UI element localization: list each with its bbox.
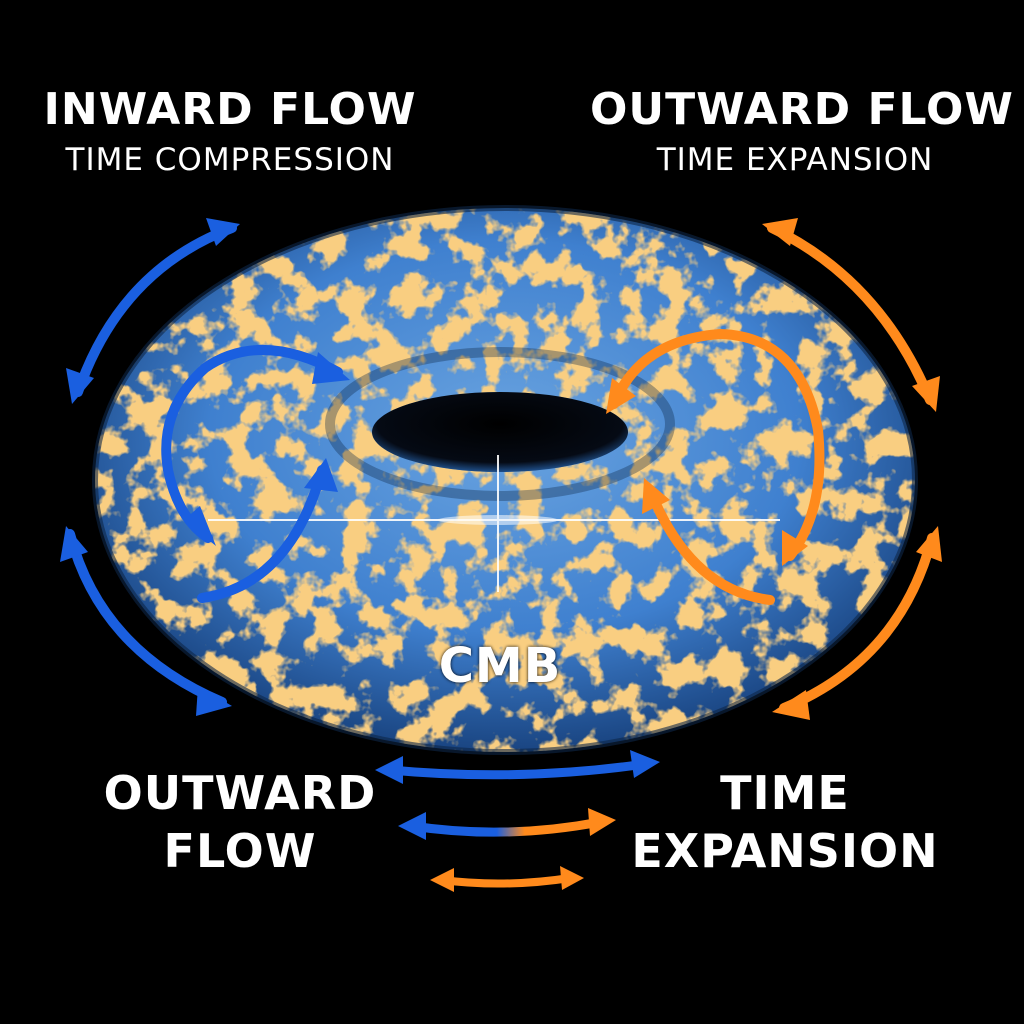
- orange-arrows: [606, 218, 942, 720]
- left-top-double-arrow: [73, 223, 237, 397]
- torus-hole: [372, 392, 628, 472]
- bottom-arrow-mixed: [407, 817, 605, 837]
- bottom-arrows: [375, 750, 660, 892]
- torus: [90, 200, 930, 760]
- bottom-left-label-line2: FLOW: [163, 824, 317, 878]
- outward-flow-title: OUTWARD FLOW: [590, 84, 1014, 135]
- blue-arrows: [60, 218, 350, 716]
- time-compression-subtitle: TIME COMPRESSION: [65, 142, 395, 178]
- cmb-label: CMB: [438, 638, 562, 694]
- left-bottom-double-arrow: [65, 529, 227, 707]
- inner-left-curved-arrow: [161, 344, 343, 543]
- bottom-right-label-line1: TIME: [720, 766, 850, 820]
- inward-flow-title: INWARD FLOW: [43, 84, 417, 135]
- inner-right-curved-arrow: [609, 328, 825, 561]
- inner-right-sweep-arrow: [645, 485, 775, 605]
- bottom-arrow-orange: [438, 874, 574, 888]
- bottom-arrow-blue: [385, 759, 650, 780]
- bottom-right-label-line2: EXPANSION: [631, 824, 939, 878]
- right-top-double-arrow: [767, 223, 935, 405]
- right-bottom-double-arrow: [779, 533, 937, 713]
- time-expansion-subtitle: TIME EXPANSION: [656, 142, 934, 178]
- inner-left-sweep-arrow: [197, 465, 327, 603]
- bottom-left-label-line1: OUTWARD: [103, 766, 377, 820]
